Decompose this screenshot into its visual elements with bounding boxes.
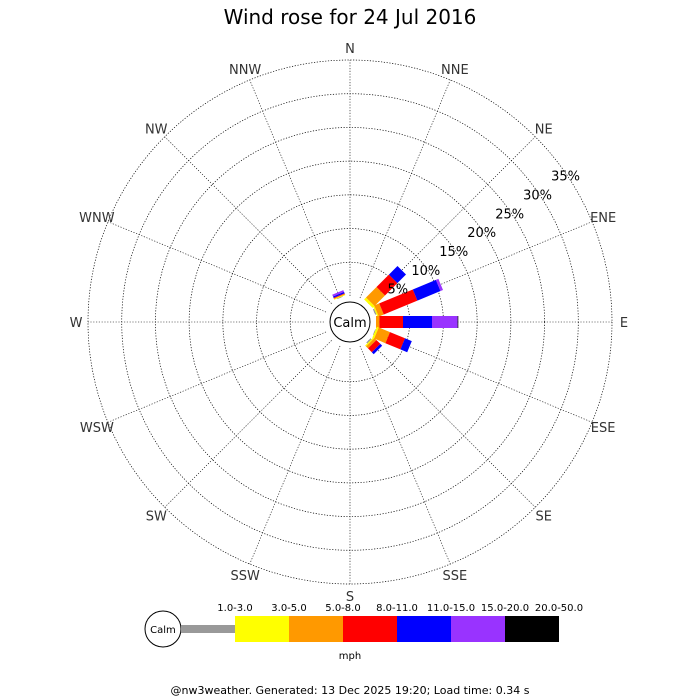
wind-bars (332, 266, 459, 355)
calm-label: Calm (333, 316, 366, 331)
legend-swatch-5 (397, 616, 451, 642)
bar-sw-bin-4 (376, 274, 398, 296)
dir-label-n: N (345, 42, 355, 57)
bar-wsw-bin-6 (435, 278, 443, 291)
spoke-wsw (107, 331, 327, 423)
calm-center: Calm (329, 301, 371, 343)
bar-wsw-bin-2 (373, 305, 379, 318)
bar-sw-bin-3 (366, 287, 385, 306)
dir-label-e: E (620, 316, 628, 331)
radial-tick-label-7: 35% (551, 170, 580, 185)
spoke-nnw (249, 79, 341, 299)
bar-wsw-bin-3 (374, 303, 384, 317)
radial-tick-label-3: 15% (439, 245, 468, 260)
dir-label-sw: SW (146, 510, 167, 525)
legend-swatch-4 (343, 616, 397, 642)
radial-tick-label-1: 5% (388, 283, 409, 298)
legend-units: mph (339, 651, 361, 662)
bar-sse-bin-3 (333, 293, 346, 299)
legend-swatch-2 (235, 616, 289, 642)
legend-label-4: 8.0-11.0 (376, 603, 418, 614)
bar-wnw-bin-1 (372, 329, 376, 335)
bar-w-bin-4 (379, 316, 403, 328)
bar-w-bin-7 (457, 316, 459, 328)
spoke-se (368, 340, 536, 508)
bar-nw-bin-1 (366, 338, 372, 344)
bar-sse-bin-5 (333, 291, 345, 298)
bar-sw-bin-5 (388, 266, 406, 284)
bar-sw-bin-2 (364, 297, 375, 308)
spoke-wnw (107, 221, 327, 313)
bar-nw-bin-5 (371, 343, 383, 355)
bar-nw-bin-3 (366, 338, 377, 349)
legend-swatch-6 (451, 616, 505, 642)
spoke-sw (164, 340, 332, 508)
calm-circle (329, 301, 371, 343)
dir-label-w: W (70, 316, 83, 331)
legend-label-7: 20.0-50.0 (535, 603, 583, 614)
legend-swatch-1 (181, 625, 235, 633)
bar-wnw-bin-5 (400, 338, 412, 353)
dir-label-nw: NW (145, 122, 168, 137)
bar-wnw-bin-4 (385, 332, 405, 350)
dir-label-wsw: WSW (80, 421, 114, 436)
bar-sse-bin-6 (332, 290, 344, 297)
bar-nw-bin-4 (368, 340, 381, 353)
radial-tick-label-4: 20% (467, 226, 496, 241)
spoke-nne (359, 79, 451, 299)
bar-w-bin-6 (432, 316, 458, 328)
legend-swatch-7 (505, 616, 559, 642)
bar-wsw-bin-1 (372, 308, 377, 315)
dir-label-s: S (346, 590, 354, 605)
bar-wnw-bin-3 (374, 327, 390, 344)
bar-nw-bin-2 (365, 337, 375, 347)
bar-wsw-bin-5 (412, 279, 441, 301)
legend-swatch-3 (289, 616, 343, 642)
dir-label-ese: ESE (591, 421, 616, 436)
legend-label-2: 3.0-5.0 (271, 603, 306, 614)
dir-label-se: SE (536, 510, 552, 525)
spoke-sse (359, 345, 451, 565)
bar-sse-bin-1 (337, 296, 343, 300)
radial-tick-label-2: 10% (411, 264, 440, 279)
bar-wnw-bin-2 (372, 326, 379, 339)
dir-label-ene: ENE (590, 211, 616, 226)
dir-label-nnw: NNW (229, 63, 261, 78)
bar-sse-bin-4 (333, 293, 345, 299)
legend-label-6: 15.0-20.0 (481, 603, 529, 614)
bar-wsw-bin-4 (379, 289, 418, 315)
legend-calm-label: Calm (150, 625, 176, 636)
bar-w-bin-5 (403, 316, 432, 328)
legend-label-5: 11.0-15.0 (427, 603, 475, 614)
bar-sse-bin-2 (334, 294, 346, 300)
radial-tick-label-6: 30% (523, 188, 552, 203)
spoke-nw (164, 136, 332, 304)
legend: Calm 1.0-3.0 3.0-5.0 5.0-8.0 8.0-11.0 11.0-15… (144, 603, 583, 662)
polar-grid (87, 59, 613, 585)
chart-title: Wind rose for 24 Jul 2016 (224, 5, 477, 29)
spoke-ese (373, 331, 593, 423)
dir-label-ssw: SSW (230, 569, 260, 584)
legend-label-1: 1.0-3.0 (217, 603, 252, 614)
footer-text: @nw3weather. Generated: 13 Dec 2025 19:2… (171, 684, 530, 697)
dir-label-nne: NNE (441, 63, 469, 78)
bar-w-bin-3 (376, 316, 380, 328)
axis-labels: N NNE NE ENE E ESE SE SSE S SSW SW WSW W WNW NW NNW 5%10… (70, 42, 629, 605)
dir-label-wnw: WNW (79, 211, 115, 226)
dir-label-sse: SSE (442, 569, 467, 584)
radial-tick-label-5: 25% (495, 207, 524, 222)
legend-label-3: 5.0-8.0 (325, 603, 360, 614)
dir-label-ne: NE (535, 122, 553, 137)
spoke-ssw (249, 345, 341, 565)
